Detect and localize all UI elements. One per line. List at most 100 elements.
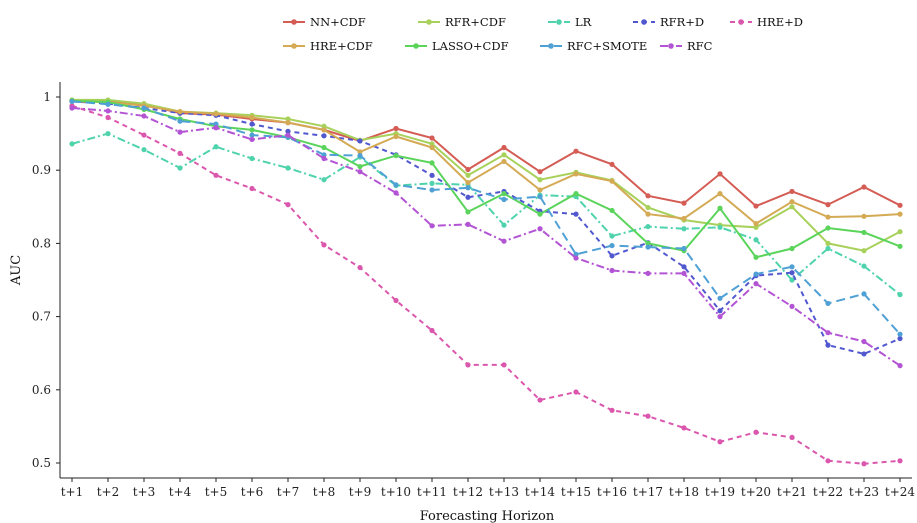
data-point [645, 240, 651, 246]
data-point [69, 105, 75, 111]
y-tick-label: 0.5 [32, 456, 51, 470]
data-point [645, 211, 651, 217]
x-tick-label: t+20 [741, 485, 771, 499]
data-point [105, 114, 111, 121]
data-point [465, 209, 471, 215]
x-tick-label: t+13 [489, 485, 519, 499]
data-point [753, 281, 759, 287]
series-line [71, 99, 901, 259]
data-point [861, 213, 867, 219]
data-point [573, 171, 579, 177]
data-point [573, 255, 579, 261]
data-point [213, 172, 219, 178]
data-point [249, 136, 255, 143]
data-point [537, 187, 543, 193]
data-point [321, 242, 327, 248]
data-point [177, 129, 183, 135]
data-point [861, 248, 867, 254]
data-point [825, 300, 831, 307]
data-point [717, 224, 723, 230]
legend-label: HRE+CDF [310, 39, 373, 53]
data-point [897, 458, 903, 464]
data-point [897, 243, 903, 249]
legend-marker [413, 43, 419, 49]
data-point [537, 211, 543, 217]
x-tick-label: t+11 [417, 485, 447, 499]
data-point [393, 190, 399, 196]
data-point [717, 171, 723, 177]
data-point [609, 253, 615, 259]
x-tick-label: t+6 [241, 485, 264, 499]
legend-item-lr: LR [548, 15, 592, 29]
data-point [897, 331, 903, 337]
data-point [357, 163, 363, 170]
data-point [717, 308, 723, 314]
data-point [681, 226, 687, 232]
data-point [105, 108, 111, 114]
data-point [753, 221, 759, 227]
y-tick-label: 0.7 [32, 310, 51, 324]
series-rfc [69, 105, 903, 369]
data-point [501, 144, 507, 151]
x-tick-label: t+4 [169, 485, 192, 499]
legend-marker [738, 19, 744, 25]
data-point [681, 200, 687, 206]
legend: NN+CDF RFR+CDF LR RFR+D HRE+D HRE+CDF LASSO+CD… [283, 15, 803, 53]
x-tick-label: t+1 [61, 485, 84, 499]
x-tick-label: t+10 [381, 485, 411, 499]
data-point [789, 204, 795, 210]
data-point [681, 215, 687, 222]
data-point [789, 245, 795, 252]
data-point [717, 295, 723, 301]
legend-label: RFC+SMOTE [567, 39, 647, 53]
legend-item-lasso-cdf: LASSO+CDF [405, 39, 509, 53]
series-line [71, 100, 901, 225]
data-point [753, 271, 759, 277]
data-point [681, 264, 687, 270]
data-point [645, 244, 651, 250]
legend-item-hre-d: HRE+D [730, 15, 803, 29]
data-point [357, 149, 363, 155]
legend-label: LASSO+CDF [432, 39, 509, 53]
legend-marker [548, 43, 554, 49]
legend-item-hre-cdf: HRE+CDF [283, 39, 373, 53]
data-point [645, 223, 651, 230]
data-point [141, 105, 147, 111]
series-line [71, 100, 901, 335]
data-point [861, 338, 867, 345]
x-tick-label: t+5 [205, 485, 228, 499]
legend-item-rfr-cdf: RFR+CDF [418, 15, 506, 29]
data-point [645, 193, 651, 199]
data-point [465, 180, 471, 186]
legend-item-rfc: RFC [660, 39, 713, 53]
data-point [501, 222, 507, 228]
data-point [69, 141, 75, 147]
y-tick-label: 0.8 [32, 236, 51, 250]
data-point [573, 389, 579, 395]
data-point [213, 144, 219, 150]
data-point [177, 150, 183, 156]
data-point [861, 351, 867, 357]
data-point [609, 407, 615, 413]
data-point [429, 172, 435, 178]
data-point [357, 152, 363, 159]
data-point [465, 362, 471, 368]
data-point [789, 264, 795, 270]
data-point [609, 242, 615, 249]
data-point [501, 238, 507, 244]
data-point [429, 144, 435, 151]
data-point [321, 127, 327, 133]
series-line [71, 104, 901, 465]
legend-item-rfc-smote: RFC+SMOTE [540, 39, 647, 53]
data-point [753, 429, 759, 435]
data-point [537, 226, 543, 232]
data-point [825, 202, 831, 208]
data-point [645, 413, 651, 419]
data-point [357, 264, 363, 271]
data-point [897, 202, 903, 208]
x-tick-label: t+8 [313, 485, 336, 499]
data-point [465, 185, 471, 191]
data-point [429, 187, 435, 193]
legend-item-nn-cdf: NN+CDF [283, 15, 366, 29]
data-point [285, 120, 291, 126]
